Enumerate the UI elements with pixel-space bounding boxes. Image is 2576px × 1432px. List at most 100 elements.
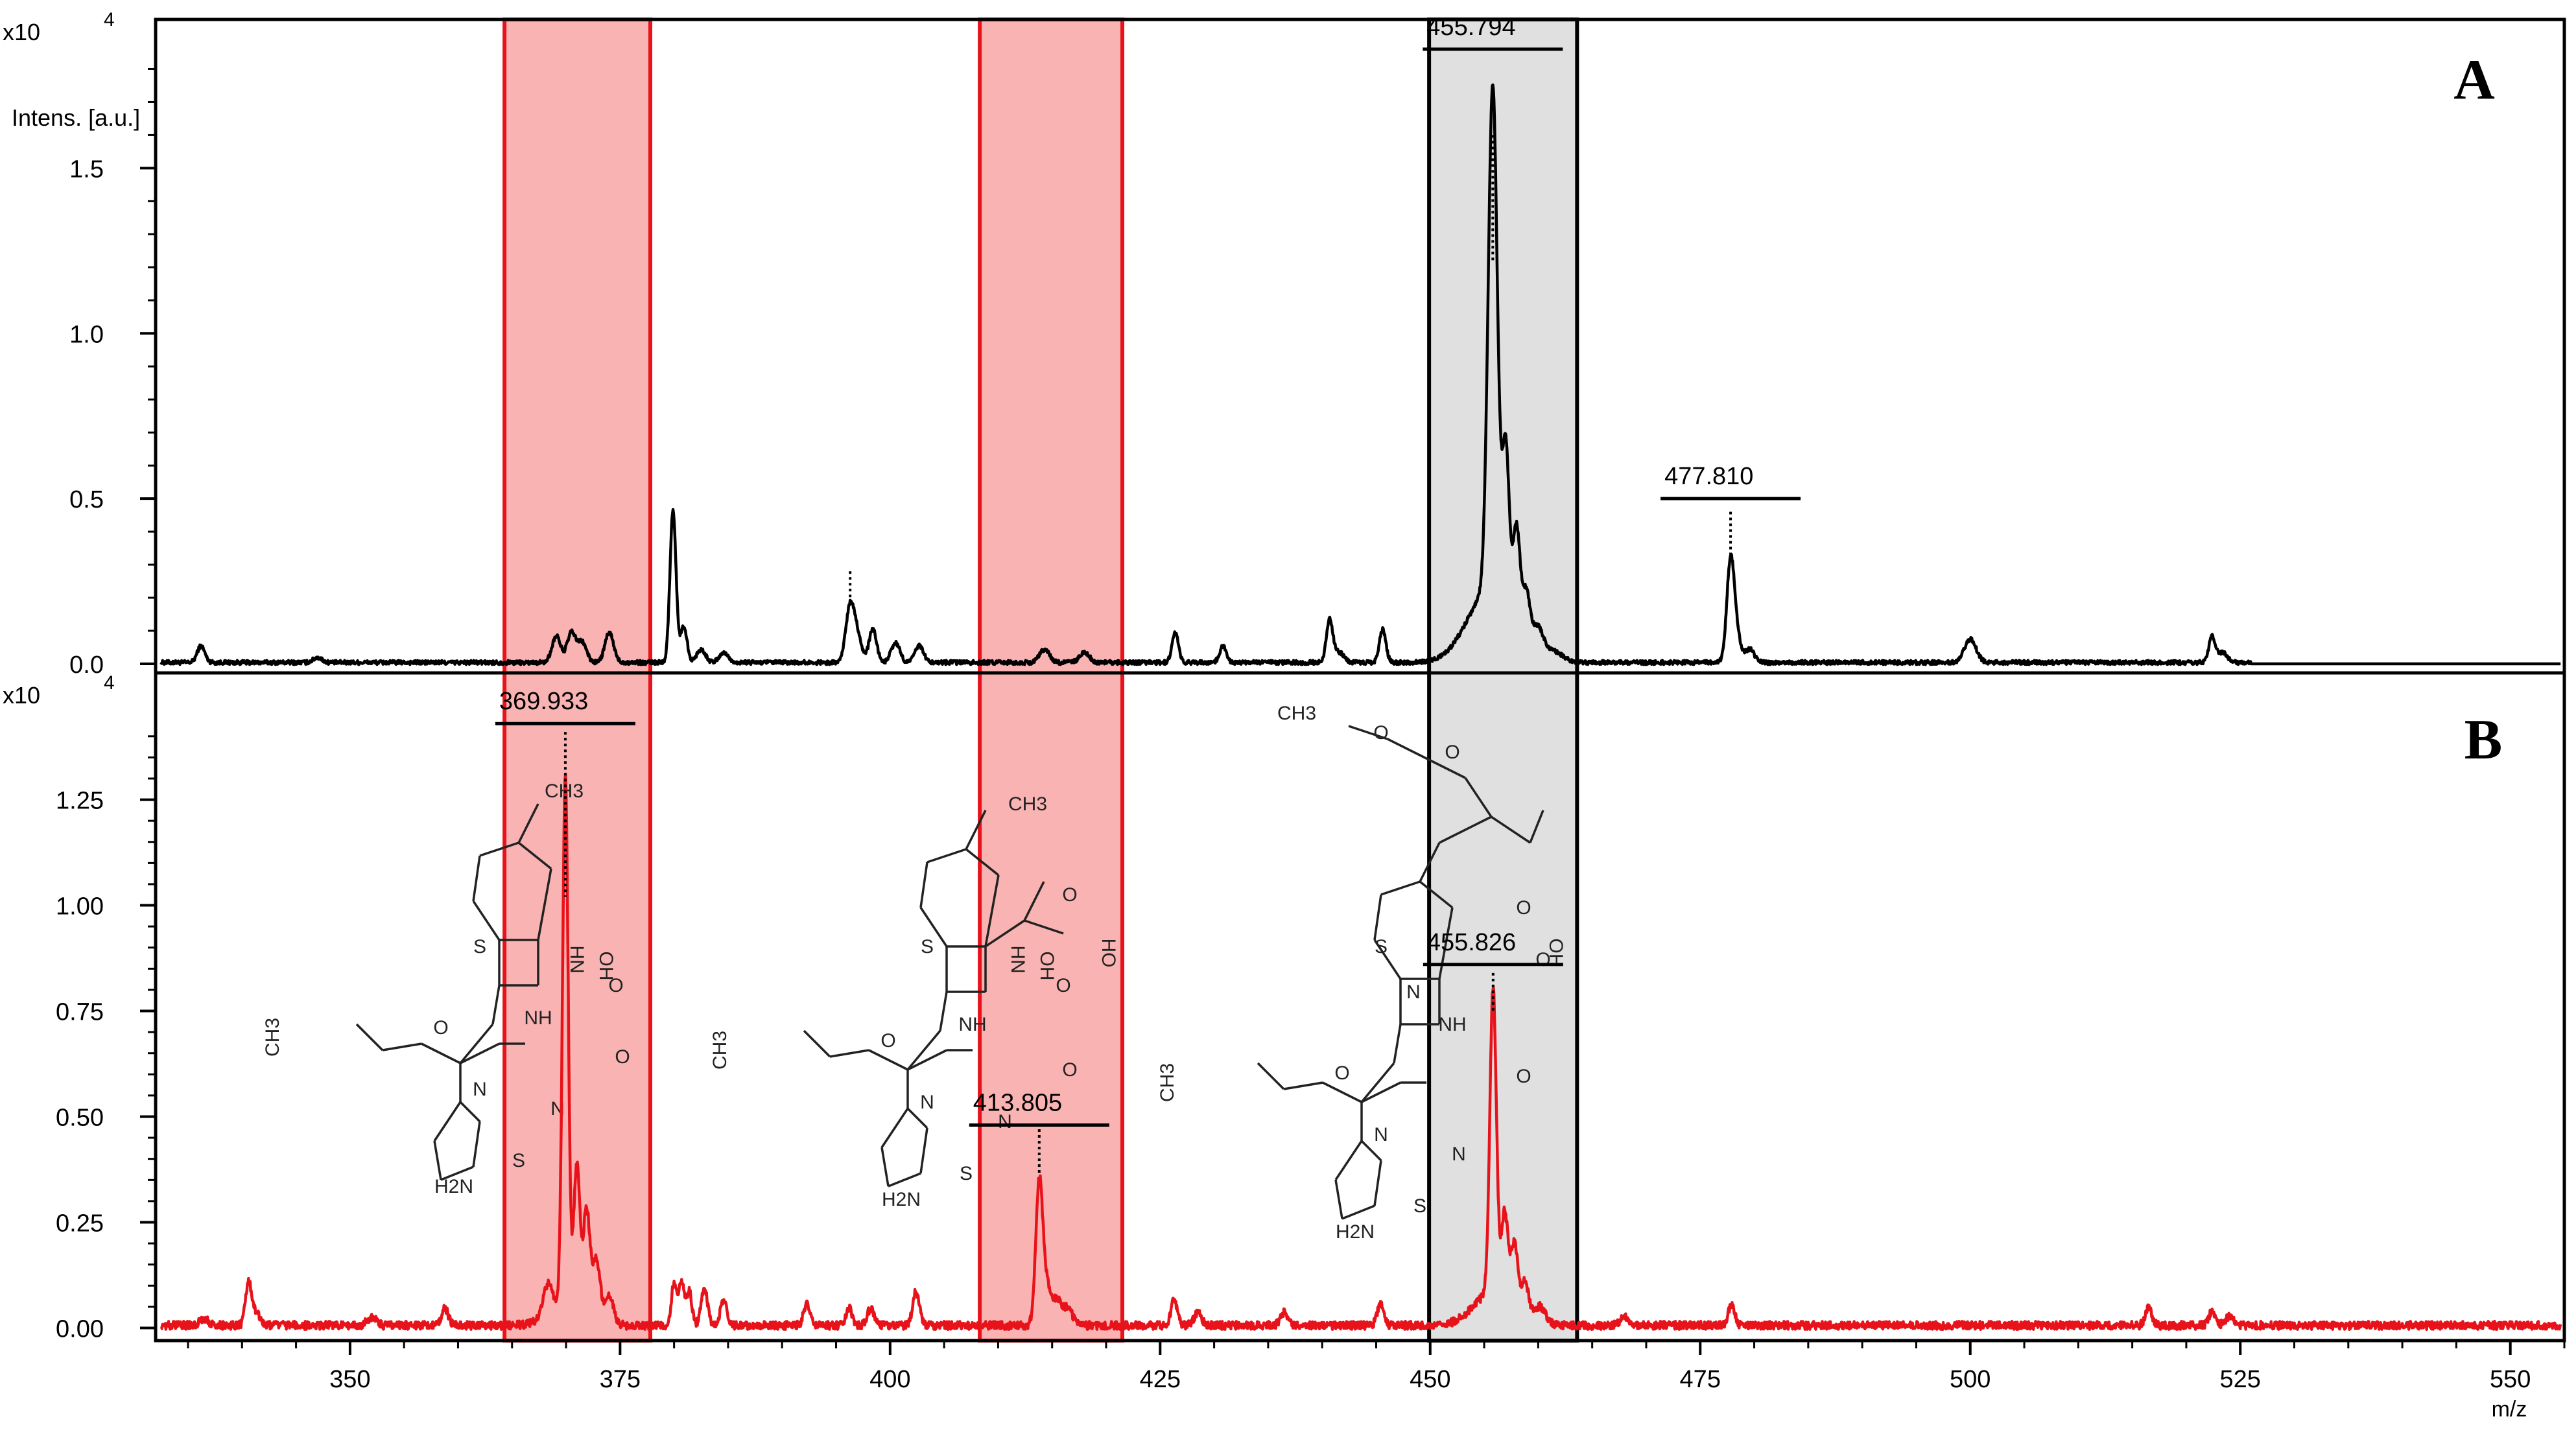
structure-bond bbox=[1373, 894, 1382, 941]
structure-atom-label: NH bbox=[958, 1014, 986, 1035]
panel-b-ytick-label: 0.25 bbox=[56, 1210, 104, 1237]
panel-b-frame bbox=[154, 671, 2566, 1343]
structure-bond bbox=[1348, 725, 1388, 740]
structure-bond bbox=[1529, 810, 1544, 843]
panel-b-peak-label-text: 455.826 bbox=[1427, 929, 1516, 956]
structure-bond bbox=[1360, 1062, 1395, 1103]
structure-atom-label: N bbox=[1406, 981, 1421, 1003]
structure-bond bbox=[472, 855, 481, 902]
spectrum-b-line bbox=[160, 773, 2562, 1332]
structure-atom-label: H2N bbox=[434, 1176, 473, 1197]
x-tick-label: 525 bbox=[2220, 1366, 2261, 1393]
structure-bond bbox=[888, 1172, 921, 1188]
structure-bond bbox=[537, 868, 552, 941]
structure-atom-label: S bbox=[1413, 1195, 1426, 1217]
structure-bond bbox=[965, 848, 1000, 876]
x-tick-label: 400 bbox=[869, 1366, 910, 1393]
structure-bond bbox=[382, 1042, 422, 1051]
structure-atom-label: N bbox=[998, 1111, 1012, 1133]
x-tick-label: 475 bbox=[1680, 1366, 1721, 1393]
structure-atom-label: H2N bbox=[882, 1189, 921, 1210]
structure-bond bbox=[1024, 919, 1064, 935]
structure-bond bbox=[1373, 1160, 1382, 1206]
structure-bond bbox=[1419, 842, 1441, 882]
structure-atom-label: N bbox=[1452, 1144, 1466, 1165]
structure-atom-label: N bbox=[920, 1092, 934, 1113]
structure-atom-label: O bbox=[1373, 722, 1388, 744]
chemical-structures: CH3SHNOHONHOCH3ONNSH2NCH3SHNOHOHOONHOCH3… bbox=[262, 703, 1566, 1243]
structure-bond bbox=[880, 1108, 909, 1148]
structure-atom-label: OH bbox=[595, 952, 617, 981]
structure-bond bbox=[472, 1121, 481, 1168]
panel-a-ytick-label: 1.0 bbox=[69, 321, 104, 348]
spectrum-a-line bbox=[160, 83, 2562, 666]
structure-atom-label: O bbox=[615, 1046, 630, 1068]
structure-bond bbox=[1439, 816, 1492, 844]
structure-bond bbox=[433, 1101, 462, 1142]
structure-bond bbox=[459, 1023, 494, 1064]
structure-bond bbox=[460, 1042, 500, 1064]
structure-bond bbox=[906, 1107, 928, 1129]
structure-bond bbox=[517, 841, 552, 870]
structure-atom-label: O bbox=[1056, 975, 1070, 996]
panel-b-ytick-label: 1.00 bbox=[56, 893, 104, 921]
structure-atom-label: S bbox=[921, 936, 934, 957]
structure-atom-label: H2N bbox=[1336, 1221, 1375, 1243]
structure-bond bbox=[1464, 777, 1493, 817]
structure-atom-label: NH bbox=[524, 1007, 552, 1029]
structure-bond bbox=[1491, 816, 1531, 844]
panel-b-peak-label-text: 369.933 bbox=[499, 688, 588, 715]
structure-bond bbox=[1393, 1024, 1402, 1064]
structure-bond bbox=[919, 1127, 928, 1174]
structure-atom-label: OH bbox=[1036, 952, 1058, 981]
structure-bond bbox=[1360, 1140, 1382, 1162]
structure-bond bbox=[1334, 1179, 1343, 1219]
structure-atom-label: S bbox=[1375, 936, 1388, 957]
panel-a-ytick-label: 1.5 bbox=[69, 156, 104, 183]
structure-bond bbox=[939, 991, 948, 1031]
peak-labels: 455.794 477.810 369.933 413.805 455.826 bbox=[495, 14, 1801, 1176]
panel-a-letter: A bbox=[2453, 49, 2495, 112]
structure-bond bbox=[907, 1049, 947, 1071]
structure-atom-label: S bbox=[960, 1163, 973, 1184]
structure-bond bbox=[1373, 939, 1402, 980]
structure-atom-label: CH3 bbox=[1157, 1063, 1178, 1102]
x-tick-label: 350 bbox=[329, 1366, 370, 1393]
structure-atom-label: O bbox=[608, 975, 623, 996]
structure-bond bbox=[927, 848, 967, 863]
structure-atom-label: S bbox=[473, 936, 486, 957]
structure-atom-label: O bbox=[1334, 1062, 1349, 1084]
structure-atom-label: CH3 bbox=[262, 1018, 283, 1057]
band-414 bbox=[978, 18, 1124, 1343]
structure-atom-label: O bbox=[433, 1017, 448, 1039]
structure-bond bbox=[880, 1147, 890, 1187]
panel-a-ytick-label: 0.5 bbox=[69, 486, 104, 513]
structure-bond bbox=[459, 1101, 481, 1123]
structure-bond bbox=[472, 900, 501, 941]
structure-atom-label: OH bbox=[1545, 939, 1566, 968]
structure-bond bbox=[1419, 880, 1454, 909]
structure-atom-label: O bbox=[1445, 742, 1459, 763]
panel-a-y-axis-label: Intens. [a.u.] bbox=[12, 104, 140, 131]
structure-bond bbox=[421, 1042, 461, 1064]
structure-bond bbox=[829, 1049, 869, 1058]
structure-atom-label: O bbox=[1516, 897, 1531, 919]
structure-bond bbox=[433, 1140, 442, 1180]
x-tick-label: 450 bbox=[1410, 1366, 1450, 1393]
structure-bond bbox=[985, 919, 1025, 948]
band-456 bbox=[1427, 18, 1579, 1343]
structure-bond bbox=[919, 862, 928, 908]
structure-bond bbox=[1438, 907, 1454, 980]
structure-atom-label: O bbox=[1516, 1066, 1531, 1087]
structure-atom-label: CH3 bbox=[1277, 703, 1316, 724]
structure-atom-label: CH3 bbox=[1008, 793, 1047, 815]
structure-bond bbox=[965, 810, 987, 850]
structure-atom-label: O bbox=[880, 1030, 895, 1051]
structure-bond bbox=[906, 1029, 941, 1071]
x-tick-label: 375 bbox=[600, 1366, 641, 1393]
panel-b-ytick-label: 0.00 bbox=[56, 1315, 104, 1343]
panel-a-multiplier-base: x10 bbox=[3, 19, 40, 45]
structure-bond bbox=[1283, 1081, 1323, 1090]
